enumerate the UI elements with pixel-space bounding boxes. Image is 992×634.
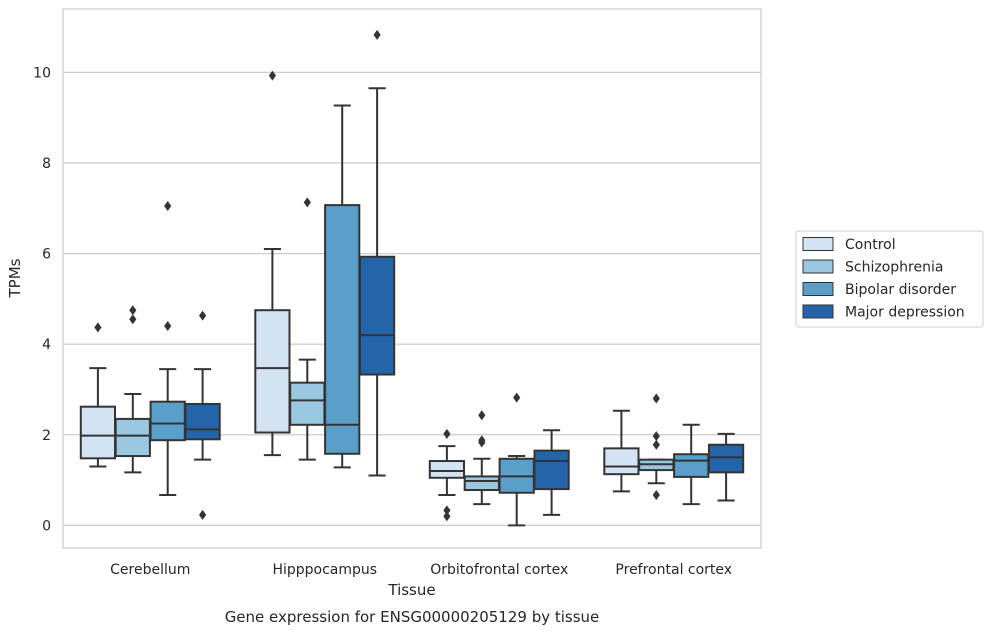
box [184, 402, 221, 441]
box [673, 453, 710, 478]
legend-swatch [802, 282, 834, 296]
box [149, 400, 186, 442]
outlier-point [164, 201, 172, 212]
x-tick-label: Hipppocampus [272, 562, 377, 578]
outlier-point [478, 437, 486, 448]
outlier-point [443, 505, 451, 516]
y-tick-label: 0 [42, 518, 51, 534]
legend-frame [795, 230, 984, 328]
legend-label: Schizophrenia [845, 260, 943, 276]
box [707, 443, 745, 474]
outlier-point [268, 70, 276, 81]
outlier-point [303, 197, 311, 208]
outlier-point [129, 305, 137, 316]
legend-swatch [802, 259, 834, 274]
legend-swatch [802, 304, 834, 319]
legend: Control Schizophrenia Bipolar disorder Majo… [795, 230, 984, 328]
box [428, 460, 466, 479]
plot-frame [62, 8, 762, 549]
legend-label: Bipolar disorder [845, 282, 956, 298]
outlier-point [652, 439, 660, 450]
outlier-point [164, 321, 172, 332]
legend-label: Major depression [845, 305, 965, 321]
y-axis: 0 2 4 6 8 10 [33, 65, 51, 534]
box [358, 255, 396, 376]
box-series-group [79, 29, 745, 527]
outlier-point [199, 509, 207, 520]
y-tick-label: 2 [42, 428, 51, 444]
box [254, 309, 291, 434]
x-axis-label: Tissue [387, 581, 435, 599]
x-axis: Cerebellum Hipppocampus Orbitofrontal cort… [110, 562, 732, 578]
outlier-point [129, 314, 137, 325]
y-tick-label: 4 [42, 337, 51, 353]
x-tick-label: Cerebellum [110, 562, 190, 578]
box [79, 405, 117, 460]
box [603, 447, 640, 476]
box [114, 417, 151, 458]
outlier-point [652, 393, 660, 404]
box [289, 381, 326, 426]
outlier-point [652, 490, 660, 501]
series-group [184, 29, 745, 520]
x-tick-label: Prefrontal cortex [615, 562, 732, 578]
outlier-point [94, 322, 102, 333]
y-tick-label: 6 [42, 247, 51, 263]
figure-caption: Gene expression for ENSG00000205129 by t… [225, 608, 600, 626]
y-tick-label: 8 [42, 156, 51, 172]
legend-swatch [802, 237, 834, 251]
x-tick-label: Orbitofrontal cortex [430, 562, 568, 578]
outlier-point [443, 428, 451, 439]
y-tick-label: 10 [33, 65, 51, 81]
outlier-point [199, 310, 207, 321]
y-axis-label: TPMs [6, 258, 24, 298]
series-group [79, 70, 640, 522]
box [533, 449, 570, 491]
outlier-point [443, 511, 451, 522]
outlier-point [513, 392, 521, 403]
box [463, 475, 500, 492]
outlier-point [652, 431, 660, 442]
legend-label: Control [845, 237, 896, 253]
outlier-point [373, 29, 381, 40]
series-group [149, 104, 710, 527]
box [324, 204, 361, 455]
outlier-point [478, 410, 486, 421]
